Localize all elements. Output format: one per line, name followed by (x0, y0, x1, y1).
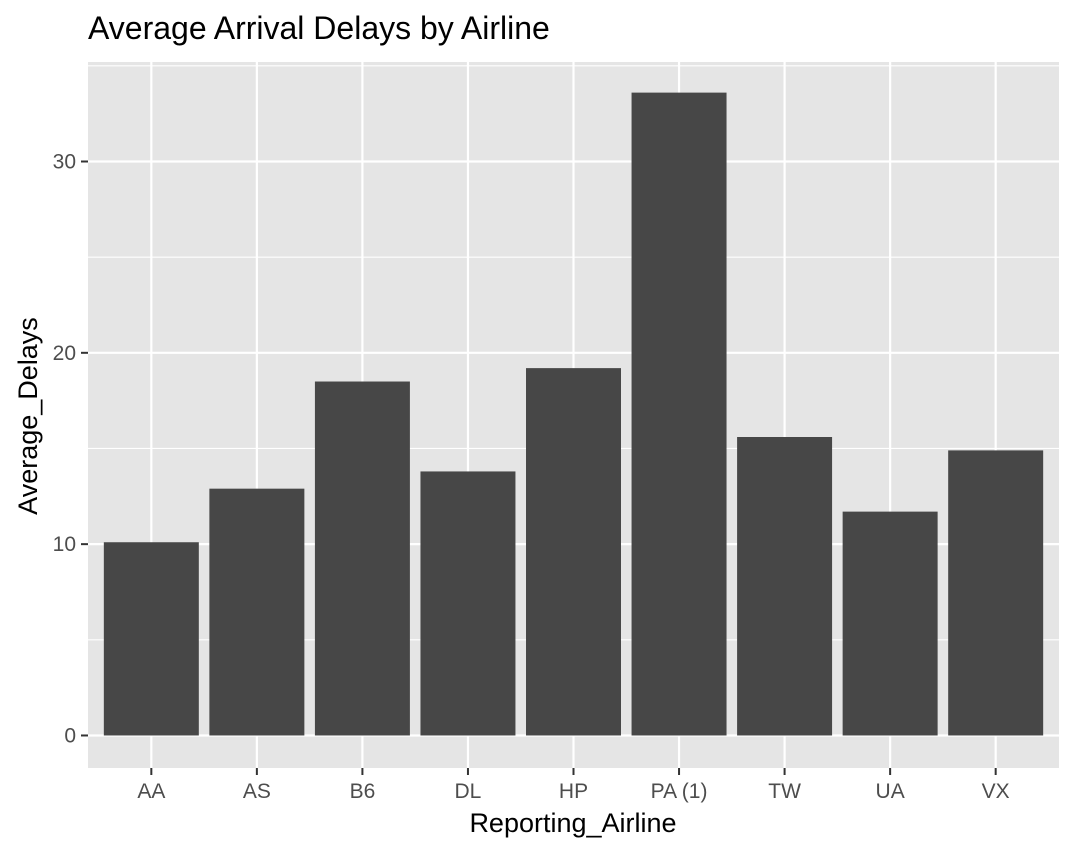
bar-VX (948, 450, 1044, 736)
x-axis: AA AS B6 DL HP PA (1) TW UA VX (137, 768, 1010, 803)
x-tick-label: HP (559, 780, 588, 803)
x-tick-label: B6 (350, 780, 376, 803)
x-tick-label: AS (243, 780, 271, 803)
y-tick-label: 0 (64, 724, 76, 747)
bar-DL (420, 471, 516, 736)
bar-AA (103, 542, 199, 736)
bar-PA (1) (631, 92, 727, 736)
x-tick-label: VX (982, 780, 1010, 803)
y-tick-label: 30 (53, 150, 76, 173)
x-tick-label: AA (137, 780, 165, 803)
x-tick-label: PA (1) (651, 780, 708, 803)
bar-AS (209, 488, 305, 736)
x-tick-label: TW (768, 780, 801, 803)
y-tick-label: 10 (53, 533, 76, 556)
x-axis-title: Reporting_Airline (469, 808, 676, 838)
bar-HP (526, 368, 621, 736)
y-axis: 0 10 20 30 (53, 150, 88, 747)
bar-TW (737, 437, 833, 736)
chart-title: Average Arrival Delays by Airline (88, 10, 550, 46)
bar-UA (842, 511, 938, 736)
y-axis-title: Average_Delays (13, 317, 43, 515)
x-tick-label: UA (876, 780, 905, 803)
bars (103, 92, 1044, 736)
x-tick-label: DL (455, 780, 482, 803)
bar-B6 (314, 381, 410, 736)
y-tick-label: 20 (53, 342, 76, 365)
